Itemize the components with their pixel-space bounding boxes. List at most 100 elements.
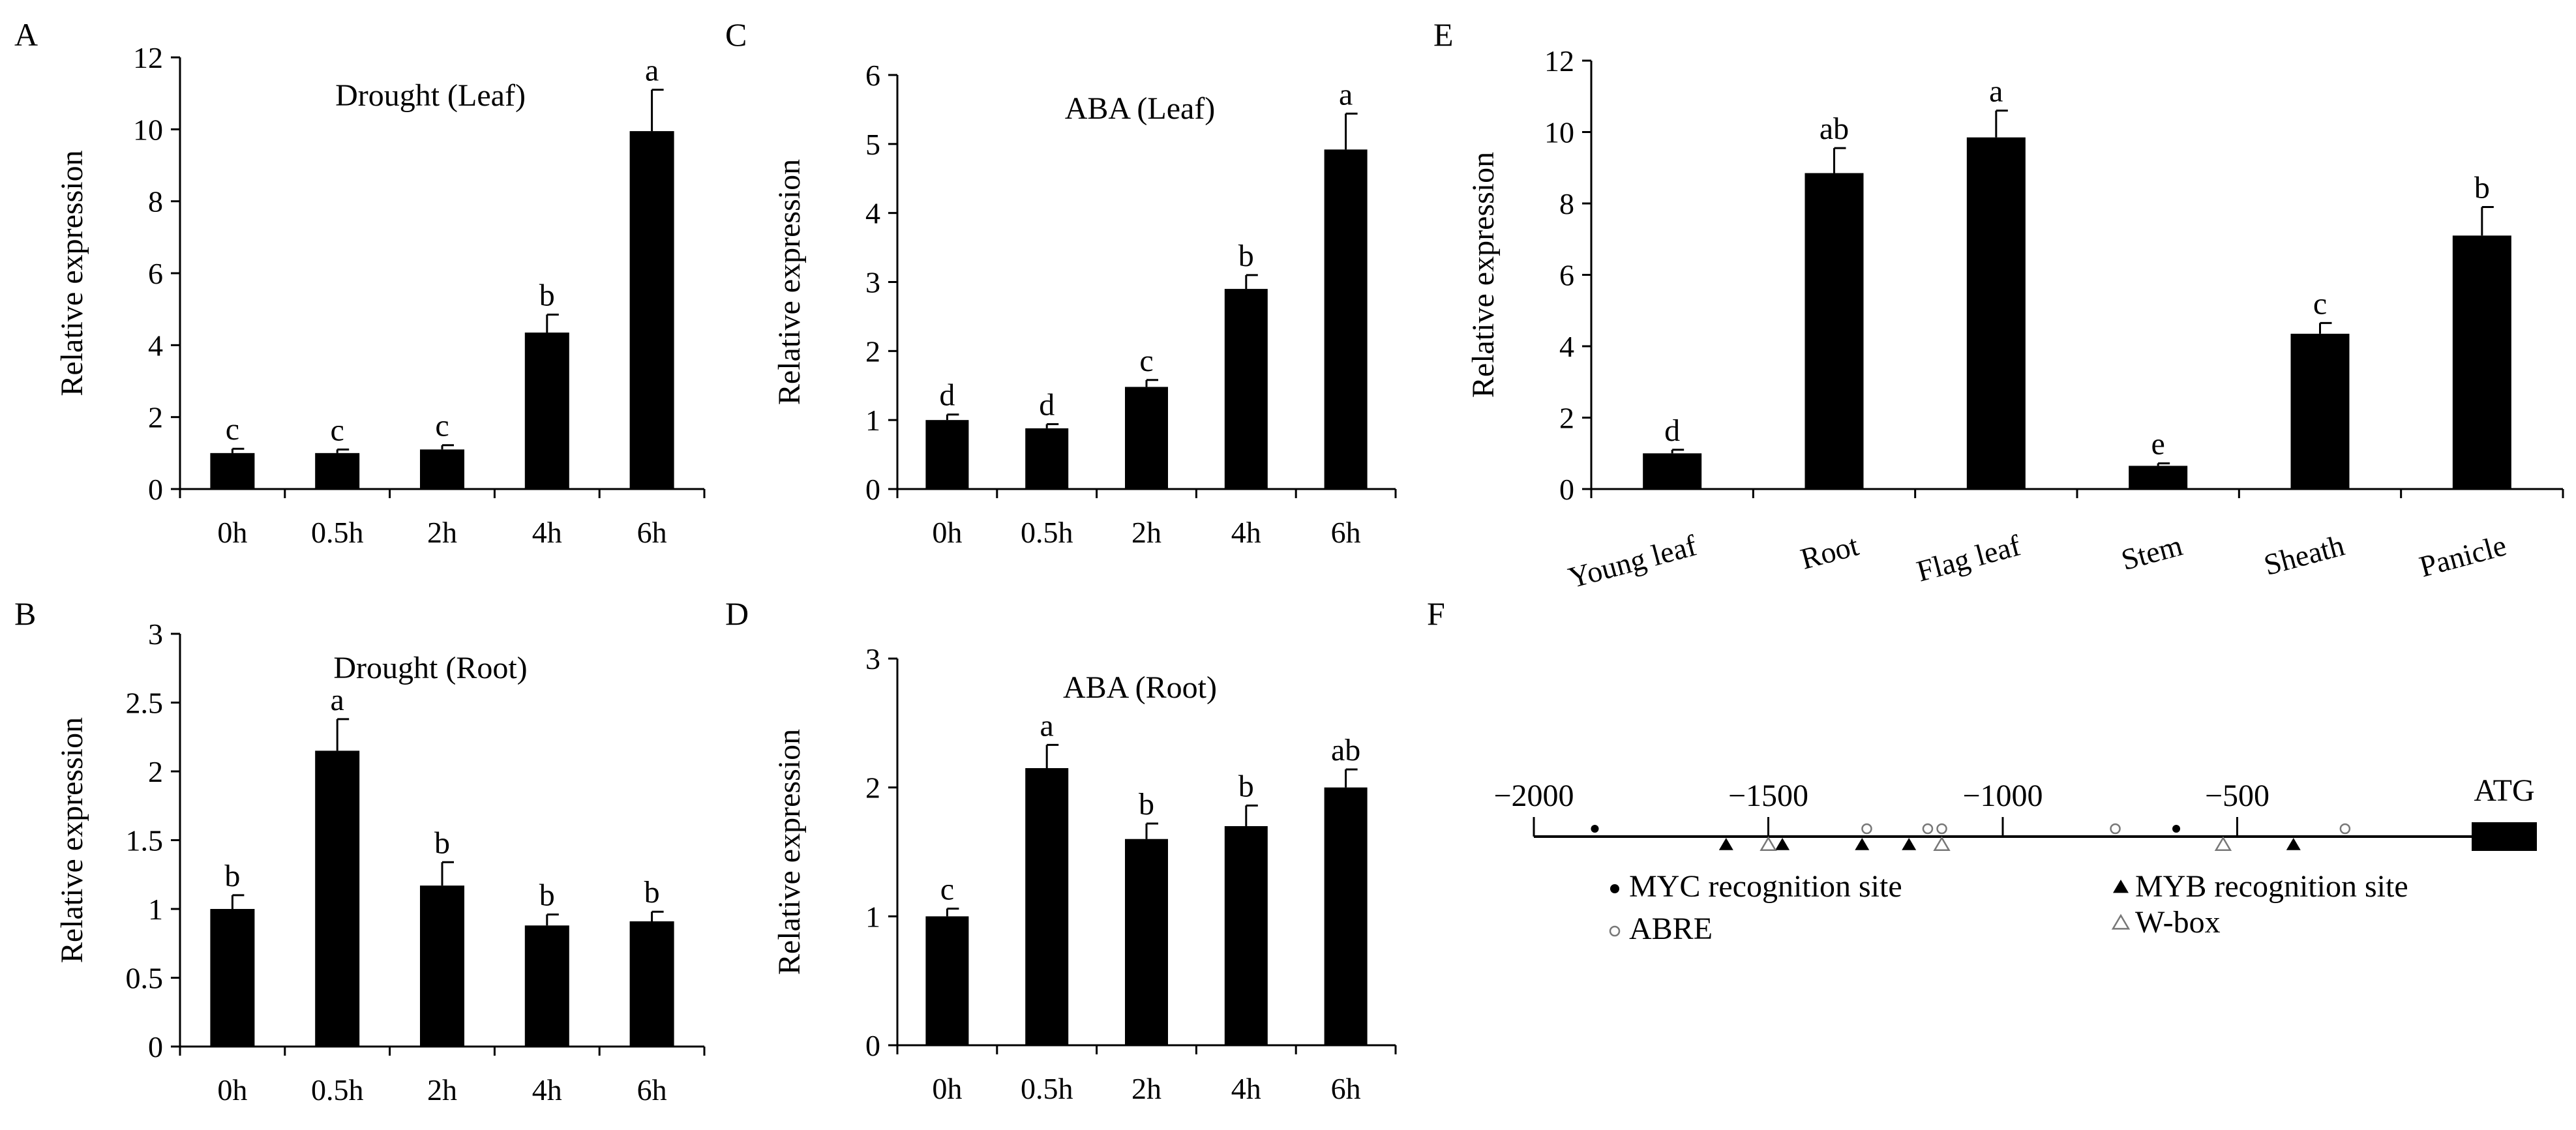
significance-letter: a <box>1339 77 1353 112</box>
promoter-tick-label: −2000 <box>1493 779 1574 813</box>
bar <box>210 909 255 1047</box>
chart-title: Drought (Root) <box>333 651 527 685</box>
panel-label-d: D <box>725 595 749 632</box>
x-tick-label: 0.5h <box>311 516 364 549</box>
x-tick-label: 4h <box>532 1073 562 1107</box>
wbox-site-marker <box>1760 836 1777 851</box>
x-tick-label: 0h <box>932 516 962 549</box>
bar <box>925 420 969 489</box>
y-tick-label: 12 <box>1544 44 1574 78</box>
y-axis-label: Relative expression <box>772 159 807 405</box>
y-tick-label: 8 <box>148 185 163 218</box>
wbox-site-marker <box>1933 836 1951 851</box>
significance-letter: a <box>331 683 344 717</box>
chart-panel-a: A 0 2 4 6 8 10 12 Relative expression Drought (Le… <box>14 16 706 549</box>
y-tick-label: 8 <box>1559 187 1574 220</box>
bar <box>1224 289 1268 489</box>
bar <box>1324 787 1368 1045</box>
legend-wbox-symbol <box>2111 914 2131 930</box>
significance-letter: c <box>226 412 239 447</box>
significance-letter: c <box>331 413 344 447</box>
significance-letter: b <box>1139 787 1154 822</box>
x-tick-label: 2h <box>427 1073 457 1107</box>
legend-myb-symbol <box>2113 880 2129 893</box>
y-tick-label: 0 <box>148 473 163 506</box>
y-tick-label: 3 <box>148 617 163 651</box>
significance-letter: b <box>434 825 450 860</box>
chart-title: Drought (Leaf) <box>335 78 526 113</box>
significance-letter: d <box>1664 413 1680 448</box>
x-tick-label: Young leaf <box>1565 528 1700 594</box>
promoter-tick-label: −1000 <box>1962 779 2043 813</box>
y-tick-label: 12 <box>133 41 163 74</box>
x-tick-label: 6h <box>1331 1072 1361 1105</box>
myb-site-marker <box>1902 838 1917 850</box>
x-tick-label: Flag leaf <box>1913 528 2025 587</box>
significance-letter: d <box>939 378 955 413</box>
y-tick-label: 2 <box>865 771 880 805</box>
x-tick-label: 4h <box>1231 516 1261 549</box>
bar <box>629 921 674 1047</box>
y-axis-label: Relative expression <box>1466 152 1501 398</box>
y-tick-label: 5 <box>865 128 880 161</box>
x-tick-label: Stem <box>2118 528 2186 576</box>
y-tick-label: 3 <box>865 266 880 299</box>
significance-letter: b <box>539 878 555 912</box>
chart-panel-c: C 0 1 2 3 4 5 6 Relative expression ABA (Leaf) d 0h… <box>725 16 1397 549</box>
bar <box>1224 825 1268 1045</box>
abre-site-marker <box>1861 823 1872 835</box>
chart-panel-d: D 0 1 2 3 Relative expression ABA (Root) c 0h a 0.… <box>725 595 1397 1105</box>
bar <box>315 751 360 1047</box>
legend-wbox-label: W-box <box>2135 905 2221 940</box>
y-tick-label: 10 <box>1544 116 1574 149</box>
x-tick-label: 2h <box>1131 1072 1161 1105</box>
myb-site-marker <box>2286 838 2301 850</box>
panel-label-c: C <box>725 16 747 53</box>
x-tick-label: 0.5h <box>1021 516 1073 549</box>
myb-site-marker <box>1775 838 1790 850</box>
legend-myb-label: MYB recognition site <box>2135 869 2408 904</box>
abre-site-marker <box>1922 823 1934 835</box>
bar <box>1025 428 1069 489</box>
y-tick-label: 1.5 <box>126 824 164 857</box>
abre-site-marker <box>2339 823 2351 835</box>
y-tick-label: 2 <box>148 755 163 788</box>
promoter-tick-label: −500 <box>2205 779 2269 813</box>
bar <box>2129 466 2188 489</box>
chart-title: ABA (Leaf) <box>1065 91 1216 126</box>
x-tick-label: Sheath <box>2260 528 2348 582</box>
y-tick-label: 0 <box>865 1029 880 1062</box>
y-tick-label: 10 <box>133 113 163 146</box>
x-tick-label: 4h <box>532 516 562 549</box>
panel-label-f: F <box>1427 595 1445 632</box>
y-tick-label: 1 <box>865 404 880 437</box>
legend-abre-symbol <box>1609 925 1621 937</box>
y-tick-label: 3 <box>865 642 880 676</box>
myb-site-marker <box>1855 838 1870 850</box>
bar <box>524 333 569 489</box>
panel-label-e: E <box>1433 16 1454 53</box>
myb-site-marker <box>1718 838 1733 850</box>
y-tick-label: 1 <box>148 893 163 926</box>
chart-title: ABA (Root) <box>1063 670 1217 705</box>
myc-site-marker <box>2172 825 2181 833</box>
x-tick-label: Root <box>1797 528 1862 575</box>
bar <box>524 925 569 1047</box>
bar <box>1125 387 1168 489</box>
significance-letter: a <box>1040 708 1054 743</box>
bar <box>315 453 360 489</box>
x-tick-label: 4h <box>1231 1072 1261 1105</box>
wbox-site-marker <box>2214 836 2232 851</box>
y-tick-label: 2 <box>148 401 163 434</box>
significance-letter: c <box>1139 344 1153 378</box>
significance-letter: b <box>539 278 555 312</box>
bar <box>1805 173 1864 489</box>
legend-abre-label: ABRE <box>1629 912 1713 946</box>
abre-site-marker <box>1936 823 1947 835</box>
x-tick-label: 6h <box>637 1073 667 1107</box>
significance-letter: c <box>940 872 954 906</box>
x-tick-label: 0h <box>932 1072 962 1105</box>
y-axis-label: Relative expression <box>55 717 89 963</box>
x-tick-label: 6h <box>1331 516 1361 549</box>
